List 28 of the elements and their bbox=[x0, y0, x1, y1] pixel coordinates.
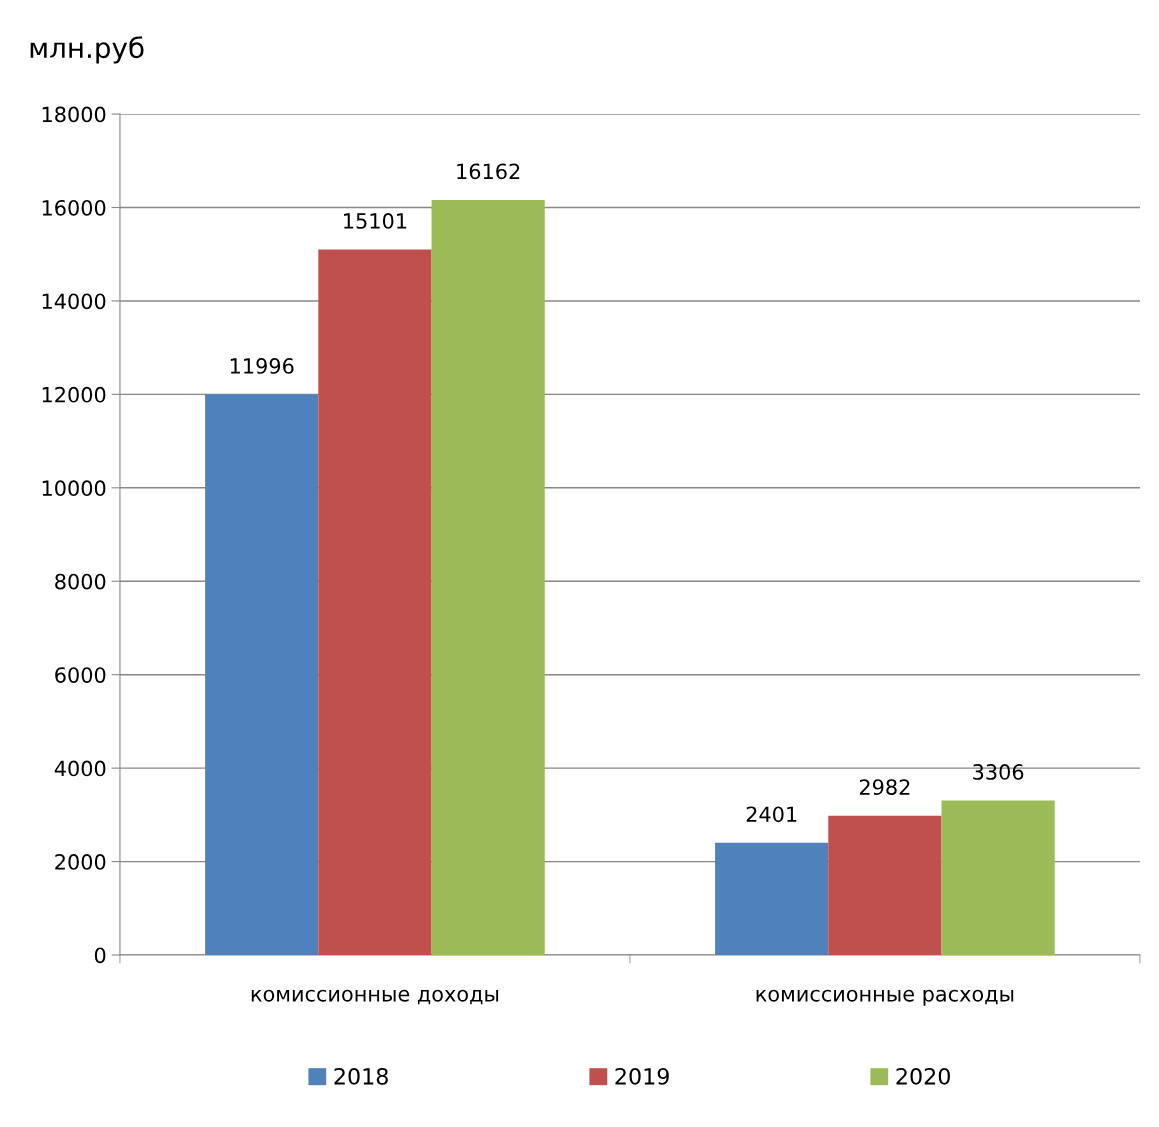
data-label: 2982 bbox=[859, 779, 910, 795]
y-tick-label: 14000 bbox=[42, 293, 106, 310]
y-tick-label: 10000 bbox=[42, 480, 106, 497]
x-tick-label: комиссионные доходы bbox=[251, 989, 499, 1005]
y-axis-title: млн.руб bbox=[30, 36, 144, 64]
x-tick-label: комиссионные расходы bbox=[756, 989, 1014, 1006]
y-tick-label: 18000 bbox=[42, 106, 106, 123]
bar bbox=[318, 249, 432, 956]
y-tick-label: 8000 bbox=[55, 573, 106, 590]
y-tick-label: 0 bbox=[94, 947, 106, 964]
data-label: 16162 bbox=[457, 163, 520, 180]
bar bbox=[941, 800, 1055, 956]
bar bbox=[715, 842, 829, 956]
data-label: 3306 bbox=[973, 764, 1024, 780]
y-tick-label: 4000 bbox=[54, 760, 106, 777]
bar bbox=[431, 199, 545, 956]
legend-label: 2020 bbox=[896, 1067, 950, 1085]
data-label: 2401 bbox=[746, 806, 797, 823]
y-tick-label: 12000 bbox=[42, 386, 106, 403]
data-label: 15101 bbox=[344, 213, 407, 229]
data-label: 11996 bbox=[230, 358, 294, 374]
legend-label: 2019 bbox=[615, 1067, 669, 1085]
y-tick-label: 6000 bbox=[55, 667, 106, 683]
y-tick-label: 2000 bbox=[55, 854, 106, 870]
bar bbox=[828, 815, 942, 956]
y-tick-label: 16000 bbox=[42, 199, 106, 216]
bar bbox=[205, 394, 319, 956]
legend-label: 2018 bbox=[334, 1067, 388, 1085]
